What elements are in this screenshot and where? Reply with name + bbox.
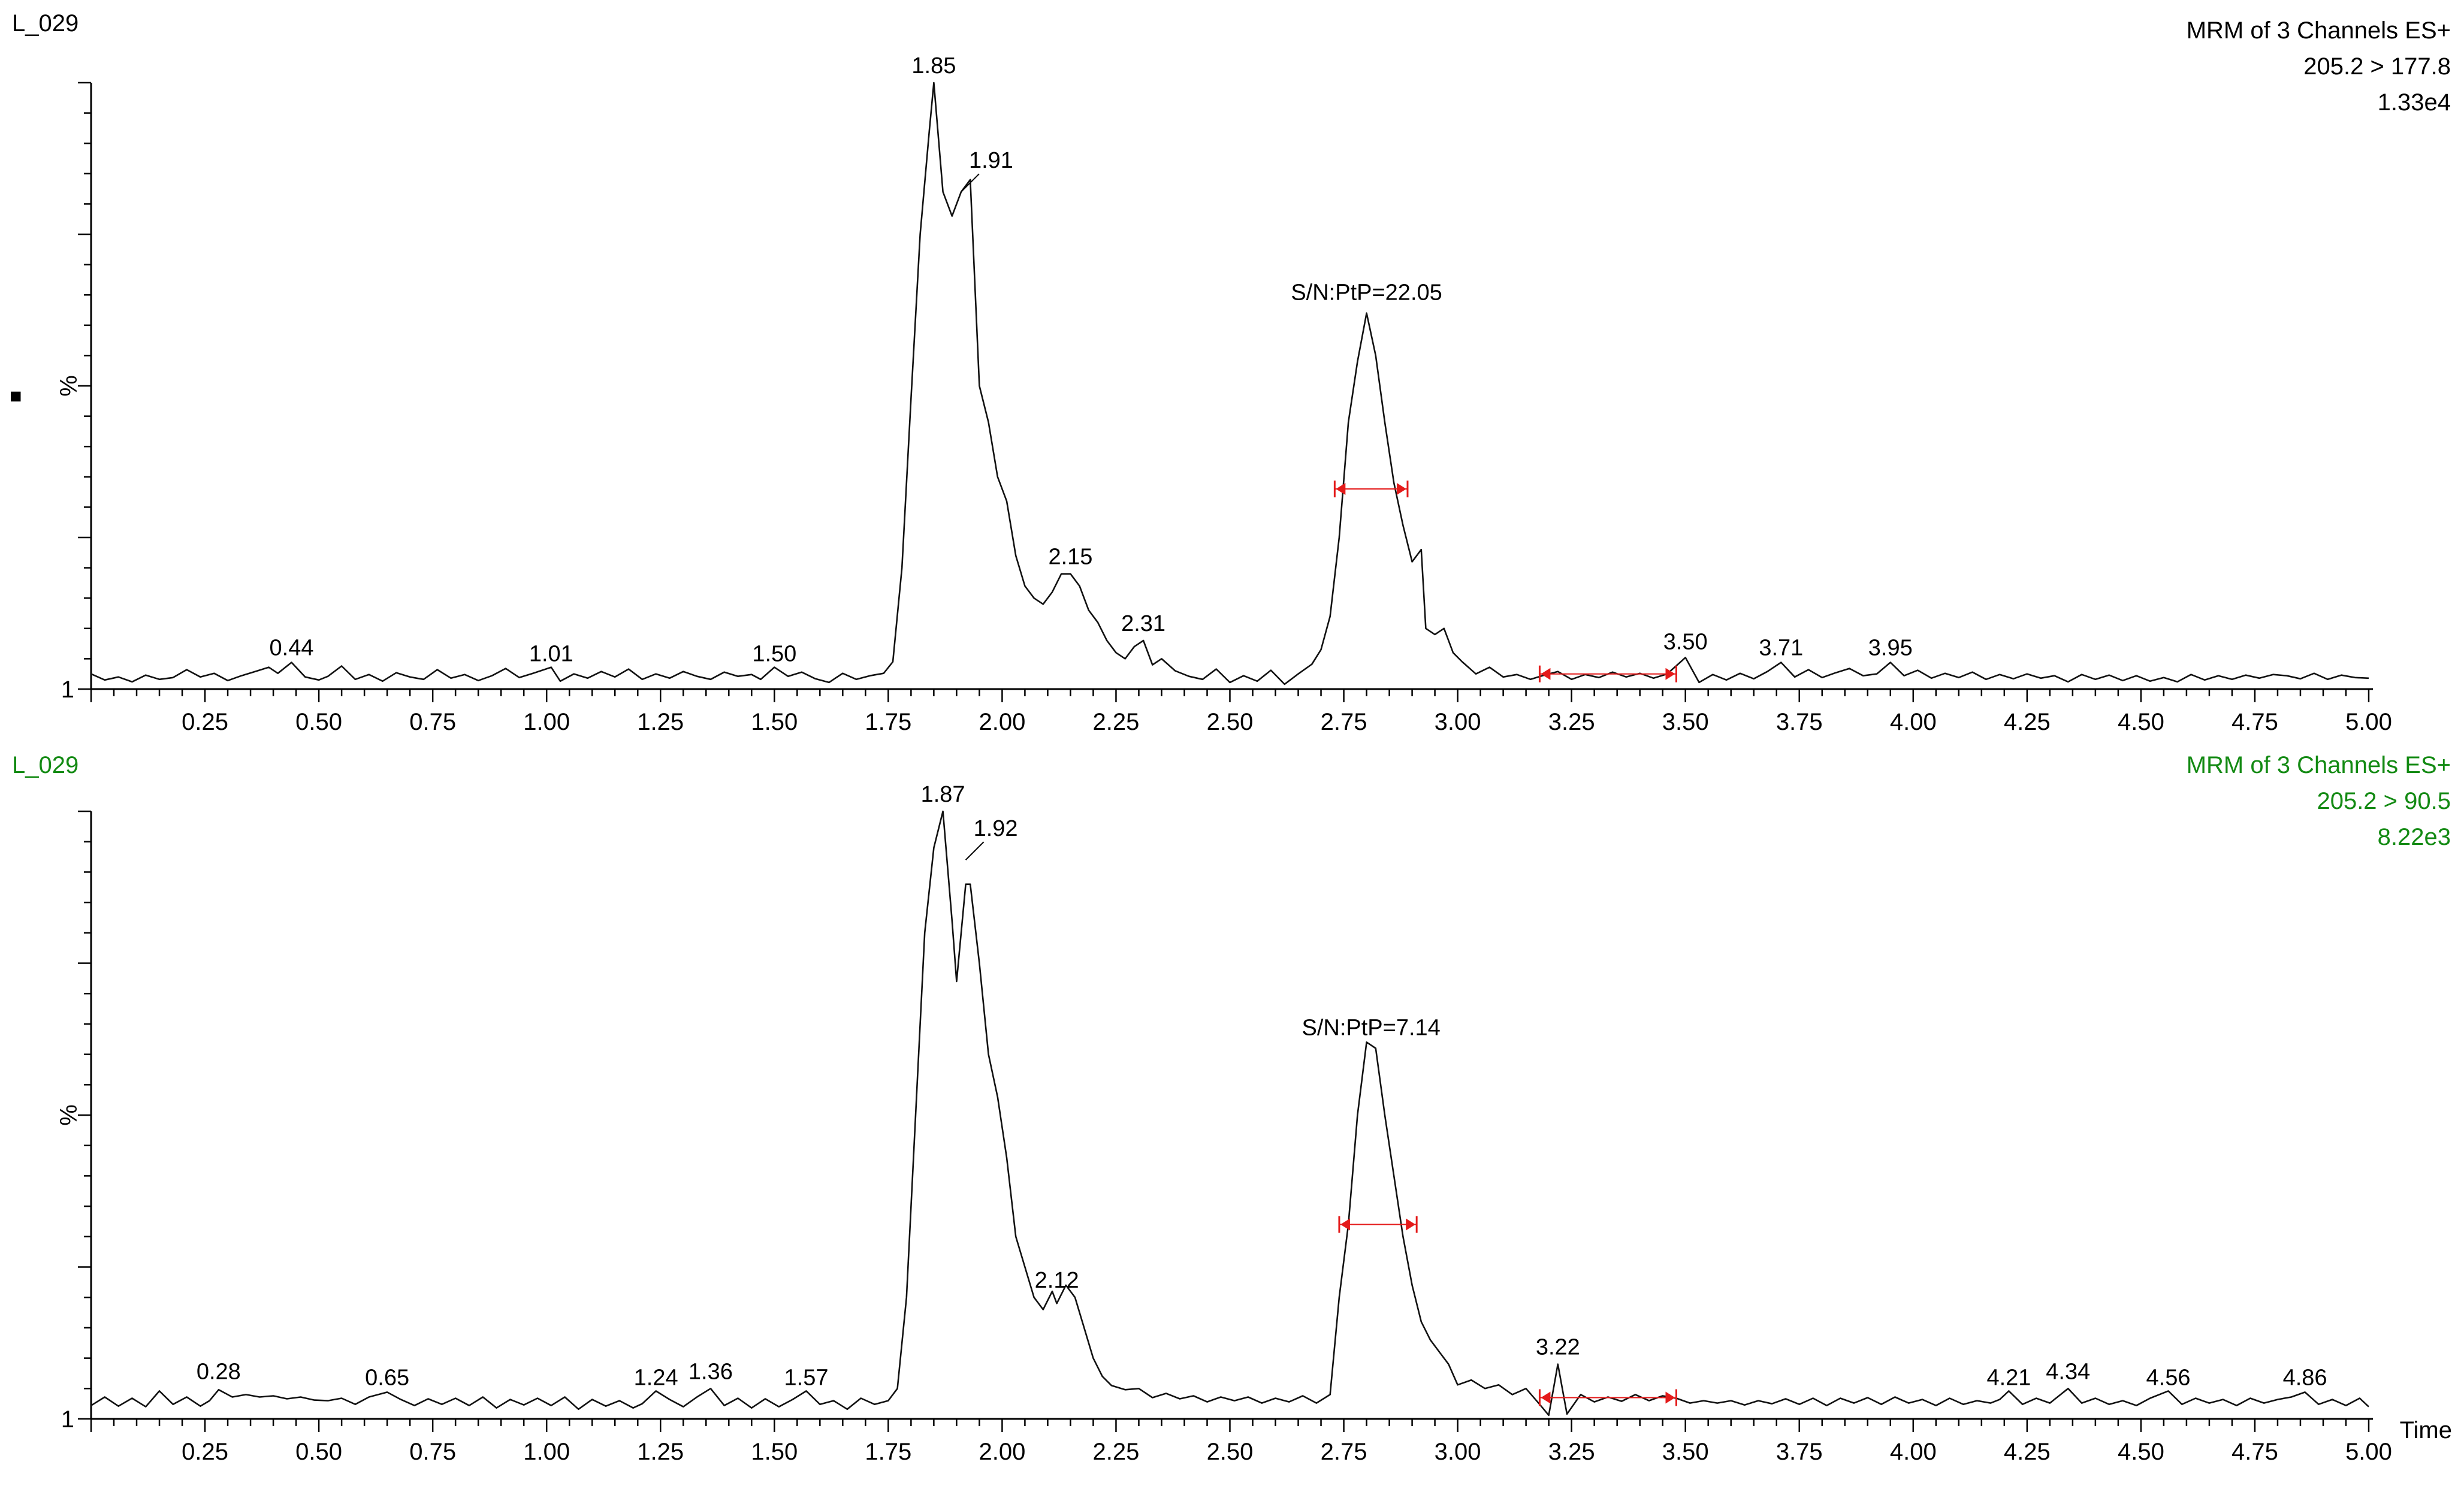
x-tick-label: 5.00 (2345, 1439, 2392, 1465)
width-marker-arrow (1336, 483, 1346, 496)
x-tick-label: 1.25 (637, 1439, 684, 1465)
x-tick-label: 4.75 (2232, 1439, 2278, 1465)
x-tick-label: 2.50 (1207, 709, 1254, 735)
width-marker-arrow (1665, 1391, 1675, 1404)
width-marker-arrow (1665, 668, 1675, 680)
x-tick-label: 1.75 (865, 709, 911, 735)
x-tick-label: 0.75 (409, 1439, 456, 1465)
peak-label: 3.50 (1663, 629, 1708, 654)
x-tick-label: 0.75 (409, 709, 456, 735)
x-tick-label: 1.00 (523, 1439, 570, 1465)
peak-label-leader (961, 173, 980, 192)
x-tick-label: 4.50 (2118, 1439, 2164, 1465)
peak-label: 1.57 (784, 1365, 829, 1390)
sn-annotation: S/N:PtP=22.05 (1291, 280, 1442, 306)
peak-label-leader (965, 841, 985, 860)
width-marker-arrow (1406, 1218, 1416, 1231)
peak-label: 0.28 (197, 1359, 241, 1384)
peak-label: 4.21 (1986, 1365, 2031, 1390)
x-tick-label: 3.25 (1548, 1439, 1595, 1465)
x-tick-label: 3.75 (1776, 709, 1823, 735)
peak-label: 4.56 (2146, 1365, 2191, 1390)
channel-header-line: 205.2 > 177.8 (2303, 53, 2451, 80)
x-tick-label: 1.75 (865, 1439, 911, 1465)
width-marker-arrow (1340, 1218, 1350, 1231)
x-tick-label: 4.75 (2232, 709, 2278, 735)
x-tick-label: 4.00 (1890, 1439, 1937, 1465)
x-tick-label: 1.25 (637, 709, 684, 735)
peak-label: 4.86 (2283, 1365, 2327, 1390)
width-marker-arrow (1396, 483, 1406, 496)
chromatogram-trace (90, 810, 2369, 1417)
width-marker-arrow (1541, 1391, 1551, 1404)
channel-header-line: 8.22e3 (2378, 824, 2451, 850)
y-min-label: 1 (61, 1406, 74, 1433)
x-tick-label: 2.75 (1321, 1439, 1367, 1465)
channel-header-line: 205.2 > 90.5 (2317, 788, 2451, 814)
peak-label: 3.71 (1759, 636, 1803, 661)
x-tick-label: 3.00 (1435, 1439, 1481, 1465)
chromatogram-panel-1: L_029 MRM of 3 Channels ES+ 205.2 > 177.8 1… (12, 10, 2451, 735)
x-tick-label: 2.25 (1093, 709, 1140, 735)
x-tick-label: 0.25 (182, 709, 228, 735)
x-tick-label: 2.75 (1321, 709, 1367, 735)
x-tick-label: 2.25 (1093, 1439, 1140, 1465)
peak-label: 2.12 (1035, 1268, 1079, 1293)
chromatogram-panel-2: L_029 MRM of 3 Channels ES+ 205.2 > 90.5 8.… (12, 752, 2451, 1465)
x-tick-label: 3.25 (1548, 709, 1595, 735)
peak-label: 1.87 (921, 782, 965, 807)
peak-label: 1.50 (752, 642, 796, 667)
panel-select-marker[interactable]: ■ (10, 385, 22, 407)
sn-annotation: S/N:PtP=7.14 (1302, 1015, 1441, 1040)
y-axis-label: % (56, 375, 82, 397)
x-tick-label: 0.50 (295, 709, 342, 735)
x-tick-label: 2.00 (979, 709, 1025, 735)
x-tick-label: 5.00 (2345, 709, 2392, 735)
peak-label: 4.34 (2046, 1359, 2090, 1384)
y-min-label: 1 (61, 676, 74, 703)
width-marker-arrow (1541, 668, 1551, 680)
peak-label: 2.31 (1121, 611, 1165, 636)
x-tick-label: 4.25 (2004, 709, 2051, 735)
x-tick-label: 4.00 (1890, 709, 1937, 735)
peak-label: 1.92 (974, 816, 1018, 841)
x-tick-label: 3.00 (1435, 709, 1481, 735)
x-tick-label: 3.75 (1776, 1439, 1823, 1465)
peak-width-marker (1538, 665, 1677, 682)
peak-label: 1.91 (969, 148, 1013, 173)
channel-header-line: MRM of 3 Channels ES+ (2187, 752, 2451, 778)
peak-label: 1.85 (911, 53, 956, 78)
peak-label: 0.65 (365, 1365, 409, 1390)
chromatogram-trace (90, 81, 2369, 685)
channel-header-line: MRM of 3 Channels ES+ (2187, 17, 2451, 44)
peak-width-marker (1333, 481, 1409, 498)
peak-label: 3.95 (1868, 636, 1913, 661)
x-tick-label: 1.50 (751, 709, 798, 735)
x-tick-label: 1.50 (751, 1439, 798, 1465)
x-tick-label: 4.50 (2118, 709, 2164, 735)
peak-label: 2.15 (1048, 545, 1092, 570)
peak-label: 1.36 (689, 1359, 733, 1384)
x-tick-label: 2.00 (979, 1439, 1025, 1465)
peak-width-marker (1338, 1216, 1418, 1233)
channel-header-line: 1.33e4 (2378, 89, 2451, 116)
x-tick-label: 1.00 (523, 709, 570, 735)
peak-label: 3.22 (1536, 1335, 1580, 1360)
sample-id-label: L_029 (12, 10, 78, 37)
peak-label: 1.01 (529, 642, 573, 667)
peak-width-marker (1538, 1389, 1677, 1406)
x-tick-label: 0.50 (295, 1439, 342, 1465)
sample-id-label: L_029 (12, 752, 78, 778)
x-tick-label: 0.25 (182, 1439, 228, 1465)
x-tick-label: 4.25 (2004, 1439, 2051, 1465)
peak-label: 0.44 (270, 636, 314, 661)
x-tick-label: 2.50 (1207, 1439, 1254, 1465)
peak-label: 1.24 (634, 1365, 678, 1390)
x-axis-title: Time (2400, 1417, 2452, 1443)
x-tick-label: 3.50 (1662, 1439, 1709, 1465)
x-tick-label: 3.50 (1662, 709, 1709, 735)
y-axis-label: % (56, 1104, 82, 1126)
